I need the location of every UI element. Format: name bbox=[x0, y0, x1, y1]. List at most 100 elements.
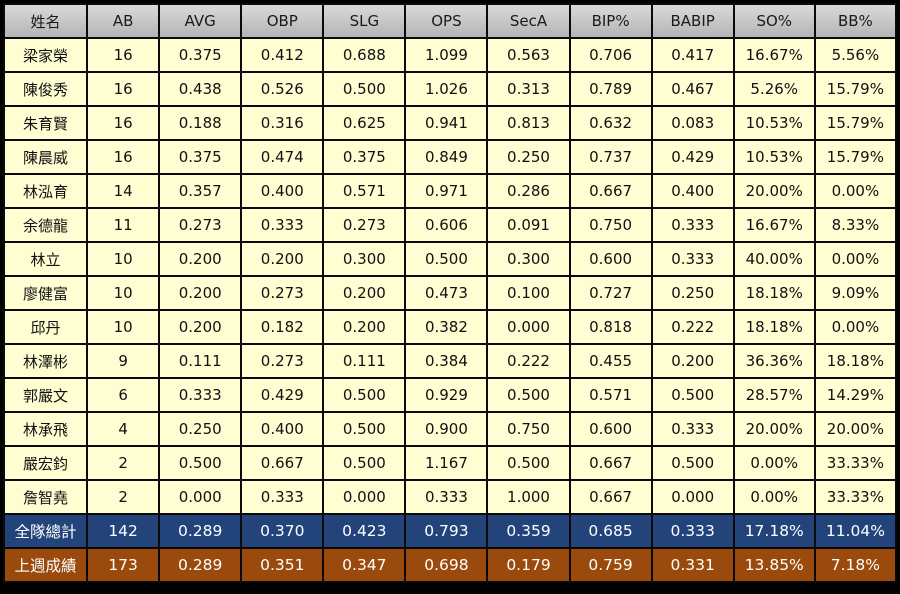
stat-cell-BIP%: 0.727 bbox=[568, 275, 653, 311]
stat-cell-BABIP: 0.083 bbox=[650, 105, 735, 141]
stat-cell-BIP%: 0.632 bbox=[568, 105, 653, 141]
player-name-cell: 廖健富 bbox=[2, 275, 89, 311]
column-header-10: BB% bbox=[813, 3, 898, 39]
stat-cell-AVG: 0.200 bbox=[158, 309, 243, 345]
stat-cell-BABIP: 0.000 bbox=[650, 479, 735, 515]
stat-cell-SO%: 17.18% bbox=[732, 513, 816, 549]
table-row: 陳晨威 16 0.375 0.474 0.375 0.849 0.250 0.737 0.429… bbox=[2, 139, 898, 175]
stat-cell-SO%: 10.53% bbox=[732, 139, 816, 175]
stat-cell-OPS: 0.929 bbox=[404, 377, 489, 413]
stat-cell-OBP: 0.273 bbox=[240, 275, 325, 311]
stat-cell-SecA: 0.359 bbox=[486, 513, 571, 549]
stat-cell-SLG: 0.423 bbox=[322, 513, 407, 549]
stat-cell-BABIP: 0.250 bbox=[650, 275, 735, 311]
stat-cell-OBP: 0.400 bbox=[240, 411, 325, 447]
stat-cell-BIP%: 0.600 bbox=[568, 411, 653, 447]
stat-cell-BABIP: 0.417 bbox=[650, 37, 735, 73]
stat-cell-SO%: 20.00% bbox=[732, 173, 816, 209]
stat-cell-OBP: 0.351 bbox=[240, 547, 325, 583]
player-name-cell: 朱育賢 bbox=[2, 105, 89, 141]
stat-cell-BIP%: 0.455 bbox=[568, 343, 653, 379]
stat-cell-SO%: 10.53% bbox=[732, 105, 816, 141]
stat-cell-BIP%: 0.571 bbox=[568, 377, 653, 413]
stat-cell-BIP%: 0.789 bbox=[568, 71, 653, 107]
stat-cell-SLG: 0.000 bbox=[322, 479, 407, 515]
stat-cell-BABIP: 0.200 bbox=[650, 343, 735, 379]
stat-cell-SLG: 0.500 bbox=[322, 445, 407, 481]
stat-cell-BIP%: 0.667 bbox=[568, 445, 653, 481]
stat-cell-BB%: 33.33% bbox=[813, 479, 898, 515]
column-header-0: 姓名 bbox=[2, 3, 89, 39]
stat-cell-SLG: 0.500 bbox=[322, 411, 407, 447]
stat-cell-AB: 16 bbox=[86, 71, 161, 107]
stat-cell-OPS: 0.793 bbox=[404, 513, 489, 549]
stat-cell-OBP: 0.667 bbox=[240, 445, 325, 481]
column-header-3: OBP bbox=[240, 3, 325, 39]
column-header-8: BABIP bbox=[650, 3, 735, 39]
stat-cell-OPS: 0.971 bbox=[404, 173, 489, 209]
stat-cell-SecA: 0.250 bbox=[486, 139, 571, 175]
stat-cell-OPS: 0.941 bbox=[404, 105, 489, 141]
stat-cell-OPS: 0.500 bbox=[404, 241, 489, 277]
player-name-cell: 上週成績 bbox=[2, 547, 89, 583]
stat-cell-OPS: 0.698 bbox=[404, 547, 489, 583]
stat-cell-BIP%: 0.706 bbox=[568, 37, 653, 73]
stat-cell-BABIP: 0.331 bbox=[650, 547, 735, 583]
stat-cell-OBP: 0.273 bbox=[240, 343, 325, 379]
stat-cell-SO%: 28.57% bbox=[732, 377, 816, 413]
stat-cell-BABIP: 0.222 bbox=[650, 309, 735, 345]
stat-cell-OBP: 0.200 bbox=[240, 241, 325, 277]
stat-cell-AVG: 0.500 bbox=[158, 445, 243, 481]
player-name-cell: 郭嚴文 bbox=[2, 377, 89, 413]
stats-table-frame: 姓名 AB AVG OBP SLG OPS SecA BIP% BABIP SO% BB% 梁家榮 1… bbox=[2, 3, 898, 591]
stat-cell-BIP%: 0.750 bbox=[568, 207, 653, 243]
table-row: 嚴宏鈞 2 0.500 0.667 0.500 1.167 0.500 0.667 0.500 0… bbox=[2, 445, 898, 481]
table-row: 郭嚴文 6 0.333 0.429 0.500 0.929 0.500 0.571 0.500 2… bbox=[2, 377, 898, 413]
stat-cell-BIP%: 0.667 bbox=[568, 479, 653, 515]
stat-cell-AVG: 0.200 bbox=[158, 241, 243, 277]
stat-cell-AB: 142 bbox=[86, 513, 161, 549]
stat-cell-BB%: 0.00% bbox=[813, 173, 898, 209]
table-row: 余德龍 11 0.273 0.333 0.273 0.606 0.091 0.750 0.333… bbox=[2, 207, 898, 243]
stat-cell-BABIP: 0.333 bbox=[650, 241, 735, 277]
stat-cell-OBP: 0.526 bbox=[240, 71, 325, 107]
table-body: 梁家榮 16 0.375 0.412 0.688 1.099 0.563 0.706 0.417… bbox=[2, 37, 898, 583]
table-row: 陳俊秀 16 0.438 0.526 0.500 1.026 0.313 0.789 0.467… bbox=[2, 71, 898, 107]
stat-cell-AVG: 0.375 bbox=[158, 139, 243, 175]
stat-cell-SLG: 0.375 bbox=[322, 139, 407, 175]
stat-cell-SLG: 0.347 bbox=[322, 547, 407, 583]
stat-cell-OPS: 0.473 bbox=[404, 275, 489, 311]
stat-cell-BIP%: 0.667 bbox=[568, 173, 653, 209]
stat-cell-OBP: 0.333 bbox=[240, 479, 325, 515]
stat-cell-AB: 4 bbox=[86, 411, 161, 447]
column-header-6: SecA bbox=[486, 3, 571, 39]
stat-cell-AVG: 0.188 bbox=[158, 105, 243, 141]
stat-cell-AB: 2 bbox=[86, 479, 161, 515]
table-row: 詹智堯 2 0.000 0.333 0.000 0.333 1.000 0.667 0.000 0… bbox=[2, 479, 898, 515]
stat-cell-OPS: 0.384 bbox=[404, 343, 489, 379]
stat-cell-BIP%: 0.600 bbox=[568, 241, 653, 277]
stat-cell-AVG: 0.250 bbox=[158, 411, 243, 447]
team-total-row: 全隊總計 142 0.289 0.370 0.423 0.793 0.359 0.685 0.3… bbox=[2, 513, 898, 549]
stat-cell-BIP%: 0.818 bbox=[568, 309, 653, 345]
stat-cell-SecA: 0.813 bbox=[486, 105, 571, 141]
stat-cell-SO%: 13.85% bbox=[732, 547, 816, 583]
stat-cell-SecA: 1.000 bbox=[486, 479, 571, 515]
stat-cell-SLG: 0.571 bbox=[322, 173, 407, 209]
header-row: 姓名 AB AVG OBP SLG OPS SecA BIP% BABIP SO% BB% bbox=[2, 3, 898, 39]
stat-cell-OBP: 0.400 bbox=[240, 173, 325, 209]
stat-cell-BABIP: 0.400 bbox=[650, 173, 735, 209]
stat-cell-AB: 9 bbox=[86, 343, 161, 379]
player-name-cell: 陳晨威 bbox=[2, 139, 89, 175]
stat-cell-BB%: 15.79% bbox=[813, 139, 898, 175]
stat-cell-SLG: 0.111 bbox=[322, 343, 407, 379]
table-row: 邱丹 10 0.200 0.182 0.200 0.382 0.000 0.818 0.222 1… bbox=[2, 309, 898, 345]
stat-cell-SecA: 0.286 bbox=[486, 173, 571, 209]
stat-cell-BB%: 14.29% bbox=[813, 377, 898, 413]
stat-cell-BB%: 20.00% bbox=[813, 411, 898, 447]
stat-cell-AVG: 0.438 bbox=[158, 71, 243, 107]
table-row: 林澤彬 9 0.111 0.273 0.111 0.384 0.222 0.455 0.200 3… bbox=[2, 343, 898, 379]
stat-cell-OPS: 0.606 bbox=[404, 207, 489, 243]
stat-cell-AB: 16 bbox=[86, 139, 161, 175]
stat-cell-SO%: 18.18% bbox=[732, 309, 816, 345]
